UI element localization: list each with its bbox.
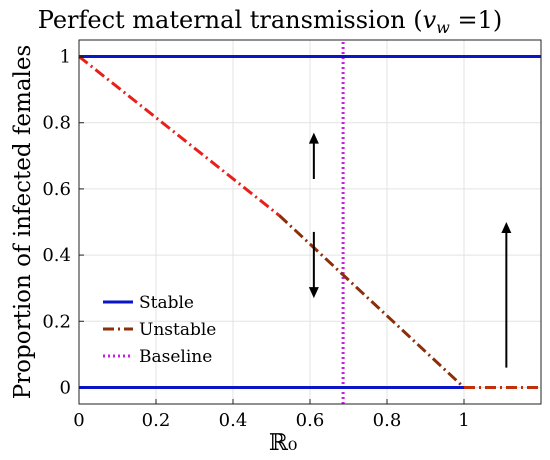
y-tick-label: 0.6 xyxy=(42,179,71,200)
arrow-up xyxy=(501,222,512,368)
arrow-head xyxy=(308,287,319,299)
y-tick-label: 0 xyxy=(60,377,71,398)
x-tick-label: 0.6 xyxy=(296,410,325,431)
plot-series xyxy=(78,40,541,404)
arrow-down xyxy=(308,231,319,299)
legend-label-stable: Stable xyxy=(139,293,194,313)
axis-ticks: 0 0.2 0.4 0.6 0.8 1 0 0.2 0.4 0.6 0.8 1 xyxy=(42,47,469,431)
legend-label-baseline: Baseline xyxy=(139,347,212,367)
series-unstable-line xyxy=(278,214,466,389)
y-tick-label: 0.4 xyxy=(42,245,71,266)
x-axis-label: ℝ₀ xyxy=(269,430,297,456)
y-tick-label: 0.2 xyxy=(42,311,71,332)
x-tick-label: 1 xyxy=(458,410,469,431)
arrow-head xyxy=(308,132,319,144)
x-tick-label: 0.8 xyxy=(373,410,402,431)
y-tick-label: 1 xyxy=(60,47,71,68)
series-unstable-line xyxy=(78,55,281,217)
arrow-up xyxy=(308,132,319,179)
chart-title: Perfect maternal transmission (vw =1) xyxy=(38,6,502,37)
arrow-head xyxy=(501,222,512,233)
legend: Stable Unstable Baseline xyxy=(103,293,216,367)
arrows xyxy=(308,132,512,368)
x-tick-label: 0.2 xyxy=(142,410,171,431)
x-tick-label: 0 xyxy=(73,410,84,431)
legend-label-unstable: Unstable xyxy=(139,320,216,340)
x-tick-label: 0.4 xyxy=(219,410,248,431)
y-tick-label: 0.8 xyxy=(42,113,71,134)
y-axis-label: Proportion of infected females xyxy=(10,45,36,400)
